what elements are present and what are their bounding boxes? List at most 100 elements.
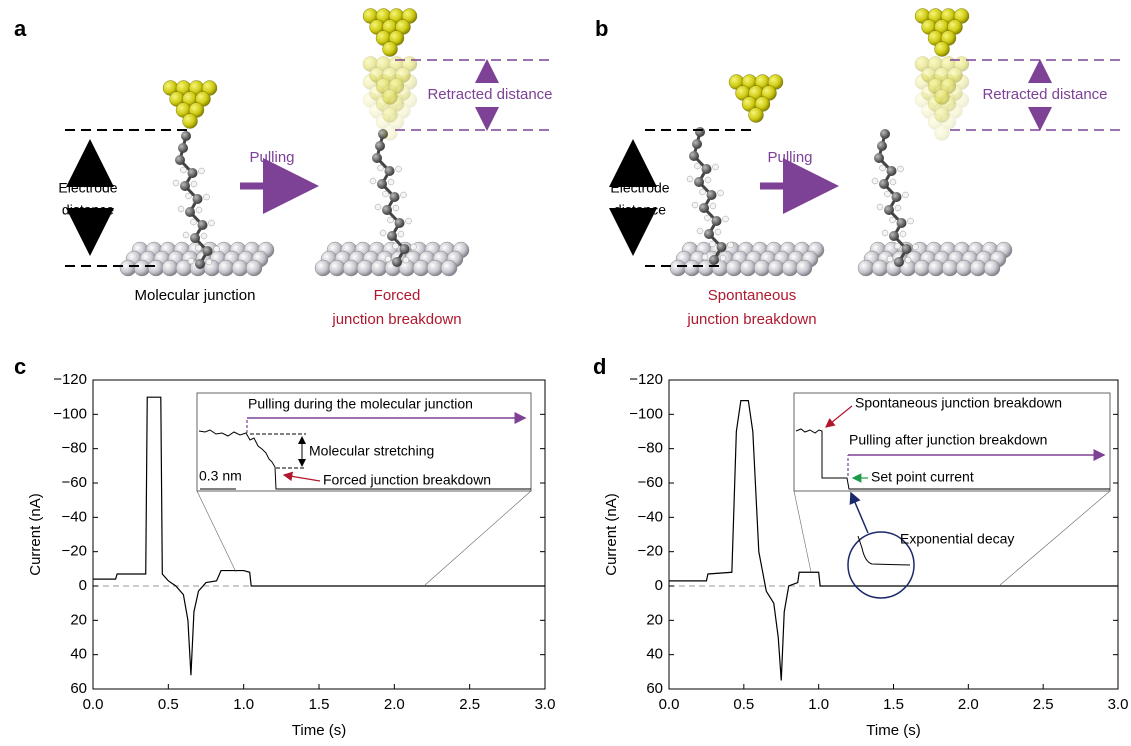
y-tick-label: −40 xyxy=(638,508,663,525)
pulling-label: Pulling xyxy=(767,149,812,166)
hydrogen xyxy=(384,255,392,263)
carbon xyxy=(392,257,402,267)
hydrogen xyxy=(190,180,198,188)
y-tick-label: −120 xyxy=(53,371,87,388)
carbon xyxy=(884,205,894,215)
carbon xyxy=(375,141,385,151)
gold-atom xyxy=(934,89,950,105)
carbon xyxy=(894,257,904,267)
substrate-atom xyxy=(245,259,263,277)
substrate-atom xyxy=(119,259,137,277)
y-tick-label: −120 xyxy=(629,371,663,388)
hydrogen xyxy=(686,175,694,183)
substrate-atom xyxy=(217,259,235,277)
carbon xyxy=(399,244,410,254)
carbon xyxy=(192,194,203,204)
hydrogen xyxy=(696,227,704,235)
x-tick-label: 2.0 xyxy=(384,696,405,713)
hydrogen xyxy=(709,240,716,248)
substrate-atom xyxy=(753,259,771,277)
substrate-atom xyxy=(913,259,931,277)
carbon xyxy=(889,231,899,241)
substrate-atom xyxy=(739,259,757,277)
substrate-atom xyxy=(969,259,987,277)
carbon xyxy=(190,233,200,243)
carbon xyxy=(202,246,213,256)
hydrogen xyxy=(904,256,912,264)
annotation: Pulling after junction breakdown xyxy=(849,432,1047,448)
hydrogen xyxy=(884,190,891,198)
hydrogen xyxy=(369,177,377,185)
carbon xyxy=(879,179,889,189)
hydrogen xyxy=(172,179,180,187)
gold-tip xyxy=(914,8,970,57)
y-tick-label: 40 xyxy=(646,646,663,663)
carbon xyxy=(891,192,902,202)
hydrogen xyxy=(195,206,203,214)
x-tick-label: 3.0 xyxy=(535,696,556,713)
hydrogen xyxy=(912,243,919,251)
hydrogen xyxy=(374,203,382,211)
carbon xyxy=(187,168,198,178)
carbon xyxy=(709,255,719,265)
substrate-atom xyxy=(857,259,875,277)
pulling-label: Pulling xyxy=(249,149,294,166)
trace xyxy=(669,400,1118,681)
x-axis-label: Time (s) xyxy=(866,722,920,739)
hydrogen xyxy=(213,245,220,253)
substrate-atom xyxy=(356,259,374,277)
chart: d −120 −100 −80 −60 −40 −20 0 20 40 600.0 0.5 1.0 1.5… xyxy=(593,354,1128,739)
y-axis-label: Current (nA) xyxy=(27,493,44,576)
carbon xyxy=(874,153,884,163)
caption: junction breakdown xyxy=(331,311,461,328)
carbon xyxy=(377,179,387,189)
gold-atom xyxy=(382,125,398,141)
y-tick-label: −80 xyxy=(638,440,663,457)
decay-circle xyxy=(847,531,915,599)
carbon xyxy=(372,153,382,163)
hydrogen xyxy=(377,164,384,172)
x-tick-label: 0.5 xyxy=(733,696,754,713)
carbon xyxy=(896,218,907,228)
retract-label: Retracted distance xyxy=(427,86,552,103)
x-tick-label: 2.5 xyxy=(459,696,480,713)
carbon xyxy=(716,242,727,252)
carbon xyxy=(384,166,395,176)
hydrogen xyxy=(881,229,889,237)
hydrogen xyxy=(694,162,701,170)
annotation: Exponential decay xyxy=(900,531,1014,547)
caption: Forced xyxy=(374,287,421,304)
electrode-label: distance xyxy=(614,202,666,218)
substrate-atom xyxy=(133,259,151,277)
decay-arrow xyxy=(849,491,869,534)
hydrogen xyxy=(185,192,192,200)
carbon xyxy=(195,259,205,269)
hydrogen xyxy=(205,258,213,266)
breakdown-arrow xyxy=(825,405,853,428)
connector xyxy=(999,490,1111,586)
gold-tip xyxy=(162,80,218,129)
carbon xyxy=(692,139,702,149)
y-tick-label: 20 xyxy=(646,611,663,628)
schematics xyxy=(119,8,1013,277)
hydrogen xyxy=(182,231,190,239)
hydrogen xyxy=(871,177,879,185)
hydrogen xyxy=(392,242,399,250)
gold-atom xyxy=(748,107,764,123)
hydrogen xyxy=(405,217,412,225)
y-tick-label: 0 xyxy=(655,577,663,594)
x-tick-label: 2.5 xyxy=(1033,696,1054,713)
carbon xyxy=(711,216,722,226)
substrate-atom xyxy=(669,259,687,277)
carbon xyxy=(197,220,208,230)
trace xyxy=(93,396,545,676)
y-tick-label: −60 xyxy=(638,474,663,491)
substrate-atom xyxy=(314,259,332,277)
hydrogen xyxy=(379,229,387,237)
x-tick-label: 3.0 xyxy=(1108,696,1129,713)
decay-trace xyxy=(857,535,911,566)
hydrogen xyxy=(208,219,215,227)
hydrogen xyxy=(177,205,185,213)
annotation: Spontaneous junction breakdown xyxy=(855,395,1062,411)
